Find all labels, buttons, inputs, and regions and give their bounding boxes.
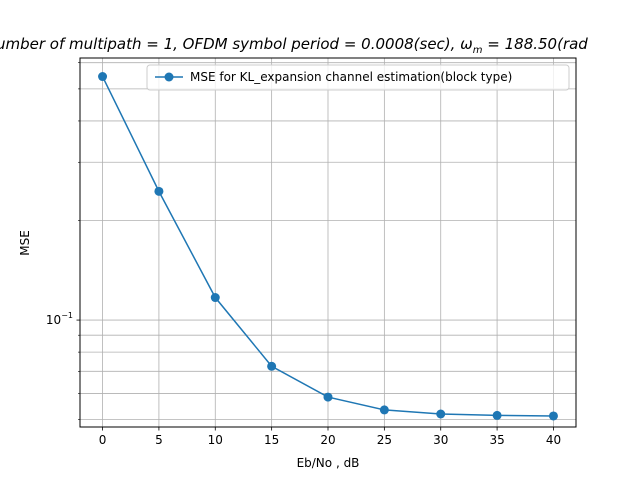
x-tick-label: 0 [99,433,107,447]
chart-title-subscript: m [473,45,483,56]
y-axis: 10−1 [46,62,80,420]
x-tick-label: 40 [546,433,561,447]
legend-entry: MSE for KL_expansion channel estimation(… [190,70,512,84]
legend-marker [164,72,174,82]
x-tick-label: 15 [264,433,279,447]
x-axis-label: Eb/No , dB [297,456,360,470]
data-point [267,361,277,371]
y-tick-label-exponent: −1 [61,311,73,320]
series-layer [98,72,558,421]
legend-box [146,64,570,91]
data-point [436,409,446,419]
x-tick-label: 35 [489,433,504,447]
data-point [98,72,108,82]
data-point [379,405,389,415]
grid [80,58,576,427]
chart-title-tail: = 188.50(rad [483,35,589,53]
x-tick-label: 30 [433,433,448,447]
data-point [492,410,502,420]
legend: MSE for KL_expansion channel estimation(… [146,64,570,91]
data-point [154,186,164,196]
data-point [210,293,220,303]
data-point [323,392,333,402]
chart-title: umber of multipath = 1, OFDM symbol peri… [0,35,588,56]
x-tick-label: 10 [208,433,223,447]
x-axis: 0 5 10 15 20 25 30 35 40 [99,427,561,447]
y-tick-label-base: 10 [46,313,61,327]
y-tick-label: 10−1 [46,311,73,327]
x-tick-label: 20 [320,433,335,447]
x-tick-label: 5 [155,433,163,447]
data-point [548,411,558,421]
y-axis-label: MSE [18,230,32,256]
x-tick-label: 25 [377,433,392,447]
